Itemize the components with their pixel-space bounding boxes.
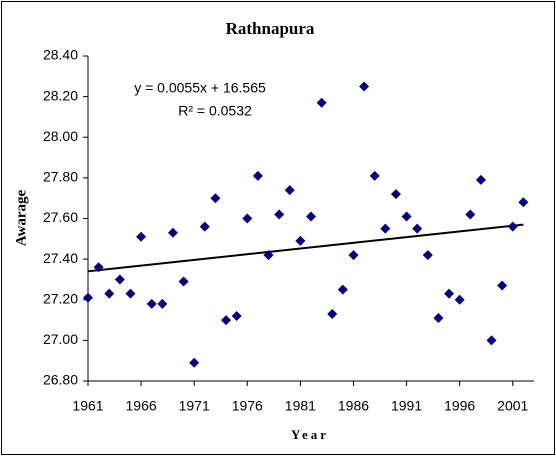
point bbox=[306, 211, 316, 222]
point bbox=[114, 274, 125, 285]
x-tick-label: 1971 bbox=[179, 398, 210, 414]
point bbox=[465, 209, 476, 220]
point bbox=[433, 313, 444, 324]
point bbox=[359, 81, 370, 92]
y-tick-label: 27.40 bbox=[43, 250, 78, 266]
y-axis-label: Awarage bbox=[13, 189, 29, 246]
y-tick-label: 28.40 bbox=[43, 47, 78, 63]
point bbox=[252, 170, 263, 181]
point bbox=[221, 315, 232, 326]
point bbox=[83, 292, 93, 303]
point bbox=[157, 298, 168, 309]
point bbox=[189, 357, 200, 368]
point bbox=[284, 185, 295, 196]
point bbox=[146, 298, 157, 309]
point bbox=[327, 308, 338, 319]
point bbox=[263, 250, 274, 261]
point bbox=[93, 262, 104, 273]
y-tick-label: 26.80 bbox=[43, 372, 78, 388]
point bbox=[337, 284, 348, 295]
point bbox=[316, 97, 327, 108]
point bbox=[444, 288, 455, 299]
x-tick-label: 1976 bbox=[232, 398, 263, 414]
point bbox=[210, 193, 221, 204]
r-squared: R² = 0.0532 bbox=[178, 103, 252, 119]
point bbox=[231, 311, 242, 321]
x-tick-label: 2001 bbox=[497, 398, 528, 414]
point bbox=[390, 189, 401, 200]
y-tick-label: 27.60 bbox=[43, 209, 78, 225]
x-tick-label: 1996 bbox=[444, 398, 475, 414]
y-tick-label: 28.00 bbox=[43, 128, 78, 144]
y-tick-label: 28.20 bbox=[43, 87, 78, 103]
point bbox=[104, 288, 115, 299]
point bbox=[199, 221, 210, 232]
chart-title: Rathnapura bbox=[226, 19, 315, 38]
point bbox=[497, 280, 508, 291]
y-tick-label: 27.80 bbox=[43, 169, 78, 185]
y-tick-label: 27.00 bbox=[43, 331, 78, 347]
point bbox=[125, 288, 136, 299]
x-axis-label: Year bbox=[291, 427, 329, 442]
point bbox=[475, 174, 486, 185]
x-tick-label: 1986 bbox=[338, 398, 369, 414]
point bbox=[518, 197, 529, 208]
trendline bbox=[87, 223, 524, 273]
point bbox=[422, 250, 433, 261]
point bbox=[295, 235, 306, 246]
x-tick-label: 1981 bbox=[285, 398, 316, 414]
point bbox=[454, 294, 465, 305]
x-tick-label: 1961 bbox=[72, 398, 103, 414]
point bbox=[369, 170, 380, 181]
point bbox=[380, 223, 391, 234]
point bbox=[486, 335, 497, 346]
point bbox=[136, 231, 147, 242]
x-tick-label: 1991 bbox=[391, 398, 422, 414]
point bbox=[401, 211, 412, 222]
point bbox=[507, 221, 518, 232]
y-tick-label: 27.20 bbox=[43, 290, 78, 306]
point bbox=[242, 213, 253, 224]
point bbox=[274, 209, 285, 220]
equation: y = 0.0055x + 16.565 bbox=[134, 80, 266, 96]
point bbox=[412, 223, 423, 234]
point bbox=[348, 250, 359, 261]
x-tick-label: 1966 bbox=[126, 398, 157, 414]
point bbox=[178, 276, 189, 287]
point bbox=[167, 227, 178, 238]
